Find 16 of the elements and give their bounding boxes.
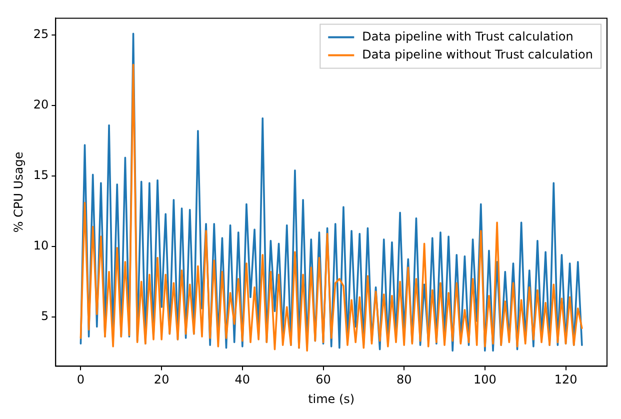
y-tick-label: 10 [33,238,49,253]
y-tick-label: 25 [33,27,49,42]
legend-label: Data pipeline with Trust calculation [362,29,574,44]
x-axis-title: time (s) [308,392,355,406]
x-tick-label: 20 [154,372,170,387]
y-tick-label: 5 [41,309,49,324]
x-tick-label: 40 [234,372,250,387]
y-axis-title: % CPU Usage [11,152,26,233]
x-tick-label: 0 [76,372,85,387]
x-tick-label: 100 [473,372,496,387]
legend-label: Data pipeline without Trust calculation [362,47,594,62]
x-tick-label: 80 [396,372,412,387]
y-tick-label: 15 [33,168,49,182]
x-tick-label: 60 [316,372,331,387]
x-tick-label: 120 [554,372,578,387]
y-tick-label: 20 [33,98,49,112]
